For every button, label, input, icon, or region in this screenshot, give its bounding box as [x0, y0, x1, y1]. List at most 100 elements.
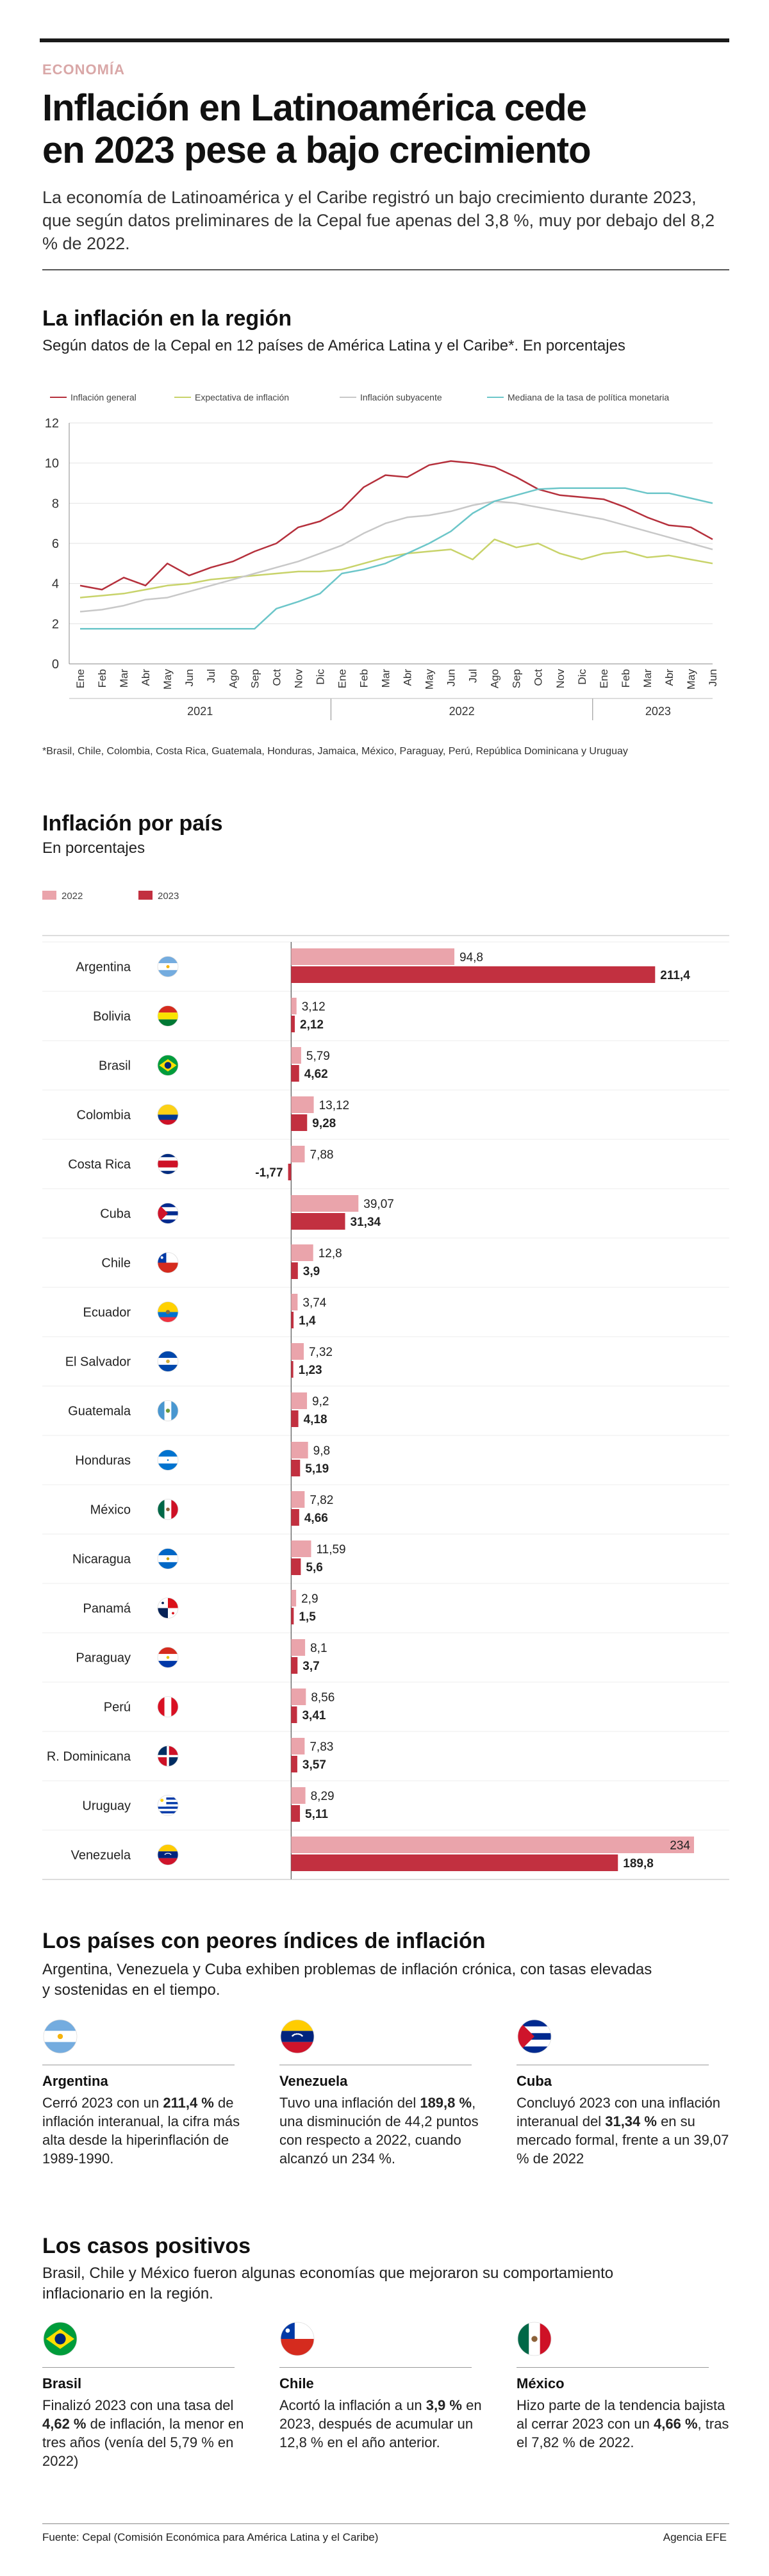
- x-tick-label: Ago: [227, 669, 239, 688]
- flag-band: [158, 1562, 178, 1569]
- colombia-flag: [158, 1104, 178, 1125]
- bar-2023: [291, 1608, 294, 1624]
- flag-star: [168, 1853, 169, 1854]
- country-label: Chile: [101, 1257, 131, 1271]
- headline: Inflación en Latinoamérica cede en 2023 …: [42, 87, 722, 172]
- country-chart-title: Inflación por país: [42, 811, 223, 836]
- mexico-flag: [518, 2322, 551, 2356]
- card-text-fragment: de inflación interanual, la cifra más al…: [42, 2095, 240, 2167]
- el-salvador-flag-outline: [157, 1351, 179, 1372]
- x-tick-label: Oct: [533, 669, 545, 686]
- bar-2023: [291, 1509, 299, 1526]
- bar-2022: [291, 998, 297, 1014]
- region-footnote: *Brasil, Chile, Colombia, Costa Rica, Gu…: [42, 746, 628, 757]
- positive-subtitle: Brasil, Chile y México fueron algunas ec…: [42, 2263, 613, 2304]
- legend-swatch: [42, 891, 56, 900]
- flag-band: [158, 1463, 178, 1471]
- card-description: Finalizó 2023 con una tasa del 4,62 % de…: [42, 2396, 260, 2470]
- bar-2023: [291, 1114, 308, 1131]
- bar-value-label: 5,11: [305, 1808, 328, 1821]
- agency-credit: Agencia EFE: [663, 2531, 727, 2543]
- country-label: Honduras: [75, 1454, 131, 1468]
- source-credit: Fuente: Cepal (Comisión Económica para A…: [42, 2531, 379, 2543]
- flag-band: [158, 1364, 178, 1372]
- paraguay-flag-outline: [157, 1647, 179, 1668]
- worst-card: Venezuela Tuvo una inflación del 189,8 %,…: [279, 2019, 497, 2168]
- positive-card: Chile Acortó la inflación a un 3,9 % en 2…: [279, 2321, 497, 2452]
- honduras-flag: [158, 1449, 178, 1471]
- card-description: Acortó la inflación a un 3,9 % en 2023, …: [279, 2396, 497, 2452]
- flag-band: [158, 1802, 178, 1804]
- bar-2022: [291, 1787, 306, 1804]
- x-tick-label: Sep: [511, 669, 523, 688]
- bar-value-label: 4,18: [304, 1413, 327, 1426]
- bar-value-label: 39,07: [363, 1198, 394, 1211]
- bar-value-label: 3,57: [302, 1758, 326, 1772]
- flag-star: [160, 1256, 163, 1259]
- country-chart-subtitle: En porcentajes: [42, 839, 145, 857]
- flag-band: [518, 2020, 551, 2027]
- country-label: Panamá: [83, 1602, 131, 1616]
- card-country-name: Brasil: [42, 2375, 82, 2391]
- bar-value-label: 4,62: [304, 1068, 328, 1081]
- flag-star: [165, 1853, 167, 1854]
- bar-value-label: 1,23: [299, 1364, 322, 1377]
- bar-value-label: 7,88: [310, 1148, 334, 1162]
- card-text-fragment: Concluyó 2023 con una inflación interanu…: [517, 2095, 721, 2129]
- peru-flag: [158, 1696, 178, 1717]
- card-description: Tuvo una inflación del 189,8 %, una dism…: [279, 2093, 497, 2168]
- bar-2022: [291, 1738, 305, 1754]
- x-tick-label: May: [161, 669, 174, 690]
- chile-flag-outline: [280, 2322, 315, 2356]
- bar-value-label: 9,8: [313, 1444, 330, 1458]
- bar-value-label: 11,59: [316, 1543, 345, 1556]
- card-description: Cerró 2023 con un 211,4 % de inflación i…: [42, 2093, 260, 2168]
- flag-band: [158, 970, 178, 977]
- card-description: Hizo parte de la tendencia bajista al ce…: [517, 2396, 734, 2452]
- x-tick-label: Abr: [402, 669, 414, 686]
- x-tick-label: Jul: [205, 669, 217, 683]
- chile-flag-outline: [157, 1252, 179, 1273]
- x-tick-label: Jun: [183, 669, 195, 686]
- country-label: México: [90, 1503, 131, 1517]
- flag-star: [172, 1612, 174, 1615]
- bar-value-label: 7,32: [309, 1346, 333, 1359]
- colombia-flag-outline: [157, 1104, 179, 1125]
- card-divider: [42, 2367, 235, 2368]
- bar-2022: [291, 1146, 305, 1162]
- card-country-name: México: [517, 2375, 565, 2391]
- flag-band: [281, 2339, 314, 2356]
- year-label: 2023: [645, 705, 671, 718]
- card-highlight-value: 4,66 %: [654, 2416, 698, 2432]
- flag-band: [540, 2322, 551, 2356]
- brasil-flag-outline: [157, 1055, 179, 1076]
- bar-2022: [291, 1244, 313, 1261]
- flag-star: [295, 2033, 297, 2035]
- positive-card: México Hizo parte de la tendencia bajista…: [517, 2321, 734, 2452]
- bar-value-label: 3,7: [302, 1660, 319, 1673]
- flag-star: [299, 2033, 301, 2035]
- venezuela-flag: [158, 1844, 178, 1865]
- flag-emblem: [166, 1507, 170, 1512]
- card-text-fragment: en 2023, después de acumular un 12,8 % e…: [279, 2397, 482, 2450]
- header-divider: [42, 269, 729, 270]
- flag-star: [169, 1853, 170, 1854]
- flag-band: [518, 2046, 551, 2053]
- flag-band: [518, 2026, 551, 2033]
- bar-value-label: 13,12: [319, 1099, 350, 1112]
- bar-2022: [291, 1294, 298, 1310]
- country-label: Nicaragua: [72, 1553, 131, 1567]
- bar-value-label: 211,4: [660, 969, 690, 982]
- bar-2022: [291, 1047, 301, 1064]
- legend-swatch: [138, 891, 153, 900]
- flag-triangle: [518, 2020, 534, 2053]
- card-divider: [517, 2367, 709, 2368]
- card-text-fragment: Finalizó 2023 con una tasa del: [42, 2397, 234, 2413]
- bar-value-label: 5,19: [305, 1462, 329, 1476]
- bar-2022: [291, 1096, 314, 1113]
- flag-sun: [160, 1798, 164, 1803]
- positive-card: Brasil Finalizó 2023 con una tasa del 4,6…: [42, 2321, 260, 2470]
- card-text-fragment: , una disminución de 44,2 puntos con res…: [279, 2095, 479, 2167]
- card-country-name: Venezuela: [279, 2073, 348, 2089]
- nicaragua-flag: [158, 1548, 178, 1569]
